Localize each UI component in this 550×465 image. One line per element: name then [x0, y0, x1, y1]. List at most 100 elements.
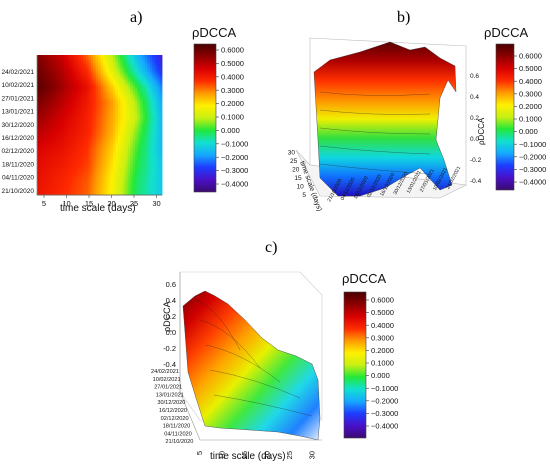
- heatmap-cell: [54, 71, 58, 74]
- heatmap-cell: [142, 139, 146, 142]
- heatmap-cell: [112, 178, 116, 181]
- heatmap-cell: [135, 98, 138, 101]
- heatmap-cell: [41, 81, 45, 84]
- heatmap-cell: [108, 75, 111, 77]
- heatmap-cell: [44, 78, 48, 81]
- heatmap-cell: [159, 144, 163, 147]
- heatmap-cell: [39, 75, 43, 77]
- heatmap-cell: [130, 141, 133, 144]
- heatmap-cell: [159, 110, 163, 113]
- heatmap-cell: [61, 88, 65, 91]
- heatmap-cell: [108, 128, 111, 131]
- heatmap-cell: [61, 98, 65, 101]
- heatmap-cell: [76, 130, 80, 133]
- heatmap-cell: [157, 93, 160, 96]
- heatmap-cell: [149, 99, 153, 102]
- heatmap-cell: [93, 124, 97, 127]
- heatmap-cell: [41, 135, 45, 137]
- heatmap-cell: [44, 65, 48, 68]
- heatmap-cell: [139, 148, 143, 151]
- heatmap-cell: [147, 56, 151, 59]
- heatmap-cell: [93, 164, 97, 167]
- heatmap-cell: [73, 87, 77, 90]
- heatmap-cell: [41, 178, 45, 181]
- heatmap-cell: [54, 65, 58, 68]
- heatmap-cell: [110, 193, 114, 196]
- heatmap-cell: [76, 107, 80, 110]
- heatmap-cell: [98, 108, 102, 111]
- heatmap-cell: [63, 101, 67, 104]
- heatmap-cell: [142, 127, 146, 130]
- heatmap-cell: [39, 162, 43, 165]
- heatmap-cell: [76, 138, 80, 141]
- heatmap-cell: [95, 184, 99, 187]
- heatmap-cell: [108, 93, 111, 96]
- heatmap-cell: [110, 111, 114, 114]
- heatmap-cell: [86, 104, 89, 107]
- heatmap-cell: [125, 90, 129, 93]
- heatmap-cell: [76, 61, 80, 64]
- heatmap-cell: [154, 128, 158, 131]
- heatmap-cell: [127, 58, 131, 61]
- heatmap-cell: [63, 64, 67, 67]
- heatmap-cell: [93, 191, 97, 194]
- heatmap-cell: [73, 108, 77, 111]
- heatmap-cell: [71, 116, 75, 119]
- heatmap-cell: [100, 96, 104, 99]
- heatmap-cell: [120, 138, 124, 141]
- heatmap-cell: [86, 153, 89, 156]
- heatmap-cell: [49, 136, 53, 139]
- heatmap-cell: [103, 164, 107, 167]
- heatmap-cell: [142, 168, 146, 171]
- heatmap-cell: [51, 153, 55, 156]
- heatmap-cell: [63, 131, 67, 134]
- heatmap-cell: [159, 171, 163, 174]
- heatmap-cell: [125, 115, 129, 117]
- heatmap-cell: [117, 115, 121, 117]
- heatmap-cell: [63, 121, 67, 124]
- heatmap-cell: [137, 135, 141, 137]
- heatmap-cell: [137, 193, 141, 196]
- heatmap-cell: [49, 65, 53, 68]
- heatmap-cell: [56, 85, 60, 88]
- heatmap-cell: [49, 155, 53, 157]
- heatmap-cell: [39, 184, 43, 187]
- heatmap-cell: [76, 170, 80, 173]
- heatmap-cell: [159, 158, 163, 161]
- heatmap-cell: [157, 147, 160, 150]
- heatmap-cell: [105, 88, 109, 91]
- heatmap-cell: [37, 121, 40, 124]
- heatmap-cell: [39, 115, 43, 117]
- panel-b-zlabel: ρDCCA: [477, 117, 486, 145]
- heatmap-cell: [157, 122, 160, 125]
- heatmap-cell: [137, 171, 141, 174]
- heatmap-cell: [56, 164, 60, 167]
- heatmap-cell: [73, 81, 77, 84]
- heatmap-cell: [103, 153, 107, 156]
- heatmap-cell: [90, 111, 94, 114]
- heatmap-cell: [115, 124, 119, 127]
- panel-c-colorbar: ρDCCA 0.60000.50000.40000.30000.20000.10…: [342, 271, 398, 439]
- heatmap-cell: [105, 193, 109, 196]
- heatmap-cell: [125, 161, 129, 164]
- heatmap-cell: [37, 76, 40, 79]
- heatmap-cell: [56, 175, 60, 177]
- heatmap-cell: [142, 131, 146, 134]
- heatmap-cell: [98, 65, 102, 68]
- panel-a-x-tick-label: 15: [85, 199, 93, 208]
- heatmap-cell: [112, 87, 116, 90]
- heatmap-cell: [137, 76, 141, 79]
- heatmap-cell: [142, 91, 146, 94]
- heatmap-cell: [127, 67, 131, 70]
- heatmap-cell: [73, 161, 77, 164]
- heatmap-cell: [122, 73, 126, 76]
- heatmap-cell: [135, 121, 138, 124]
- panel-a-colorbar-tick-label: −0.2000: [221, 153, 248, 162]
- heatmap-cell: [88, 185, 92, 188]
- heatmap-cell: [68, 99, 72, 102]
- heatmap-cell: [115, 184, 119, 187]
- heatmap-cell: [154, 98, 158, 101]
- heatmap-cell: [98, 119, 102, 122]
- heatmap-cell: [39, 145, 43, 148]
- heatmap-cell: [46, 164, 50, 167]
